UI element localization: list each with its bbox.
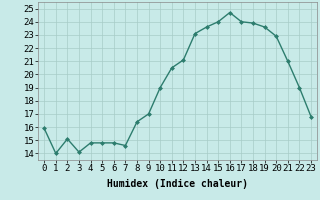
X-axis label: Humidex (Indice chaleur): Humidex (Indice chaleur) <box>107 179 248 189</box>
